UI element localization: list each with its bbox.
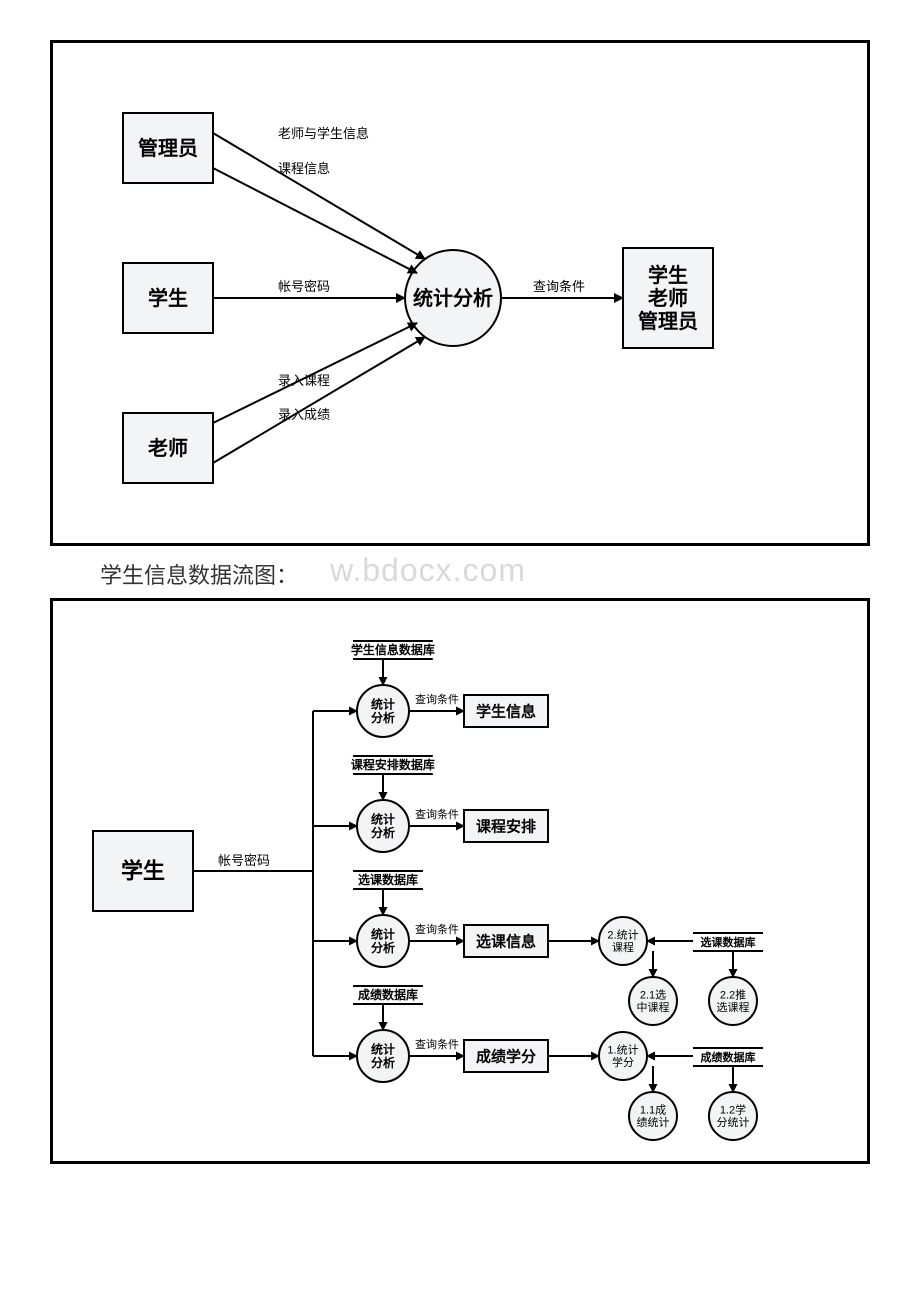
- svg-text:查询条件: 查询条件: [415, 807, 459, 821]
- svg-text:学生: 学生: [148, 286, 188, 310]
- diagram-2-svg: 学生帐号密码学生信息数据库统计分析查询条件学生信息课程安排数据库统计分析查询条件…: [53, 601, 853, 1161]
- svg-text:成绩数据库: 成绩数据库: [701, 1050, 756, 1064]
- svg-text:查询条件: 查询条件: [415, 922, 459, 936]
- svg-text:成绩数据库: 成绩数据库: [358, 987, 418, 1002]
- svg-text:查询条件: 查询条件: [415, 1037, 459, 1051]
- svg-text:1.2学分统计: 1.2学分统计: [717, 1103, 750, 1130]
- diagram-1-frame: 管理员学生老师统计分析学生老师管理员老师与学生信息课程信息帐号密码录入课程录入成…: [50, 40, 870, 546]
- svg-text:选课数据库: 选课数据库: [701, 935, 756, 949]
- svg-text:录入成绩: 录入成绩: [278, 407, 330, 422]
- svg-text:老师: 老师: [148, 436, 188, 460]
- svg-text:1.统计学分: 1.统计学分: [607, 1044, 638, 1070]
- svg-text:课程信息: 课程信息: [278, 161, 330, 176]
- svg-text:课程安排数据库: 课程安排数据库: [351, 757, 435, 772]
- svg-text:2.1选中课程: 2.1选中课程: [637, 989, 670, 1015]
- svg-text:选课数据库: 选课数据库: [358, 872, 418, 887]
- svg-text:统计分析: 统计分析: [371, 696, 395, 725]
- svg-text:帐号密码: 帐号密码: [278, 279, 330, 294]
- svg-text:学生: 学生: [121, 859, 165, 884]
- svg-text:帐号密码: 帐号密码: [218, 853, 270, 868]
- svg-text:统计分析: 统计分析: [371, 1041, 395, 1070]
- svg-text:2.统计课程: 2.统计课程: [607, 929, 638, 955]
- svg-text:1.1成绩统计: 1.1成绩统计: [637, 1104, 670, 1130]
- diagram-2-frame: 学生帐号密码学生信息数据库统计分析查询条件学生信息课程安排数据库统计分析查询条件…: [50, 598, 870, 1164]
- svg-text:选课信息: 选课信息: [476, 932, 536, 950]
- svg-text:统计分析: 统计分析: [371, 811, 395, 840]
- svg-text:统计分析: 统计分析: [413, 286, 493, 310]
- svg-text:查询条件: 查询条件: [415, 692, 459, 706]
- svg-text:查询条件: 查询条件: [533, 279, 585, 294]
- caption-text: 学生信息数据流图：: [100, 563, 298, 588]
- svg-text:录入课程: 录入课程: [278, 373, 330, 388]
- svg-text:统计分析: 统计分析: [371, 926, 395, 955]
- svg-text:课程安排: 课程安排: [476, 817, 536, 835]
- svg-text:学生信息数据库: 学生信息数据库: [351, 642, 435, 657]
- svg-text:管理员: 管理员: [138, 136, 198, 160]
- diagram-1-svg: 管理员学生老师统计分析学生老师管理员老师与学生信息课程信息帐号密码录入课程录入成…: [53, 43, 753, 543]
- svg-text:2.2推选课程: 2.2推选课程: [717, 988, 750, 1015]
- svg-text:成绩学分: 成绩学分: [476, 1047, 536, 1065]
- caption-row: 学生信息数据流图： w.bdocx.com: [100, 558, 880, 590]
- watermark-text: w.bdocx.com: [330, 552, 526, 589]
- svg-text:学生信息: 学生信息: [476, 702, 536, 720]
- svg-text:老师与学生信息: 老师与学生信息: [278, 126, 369, 141]
